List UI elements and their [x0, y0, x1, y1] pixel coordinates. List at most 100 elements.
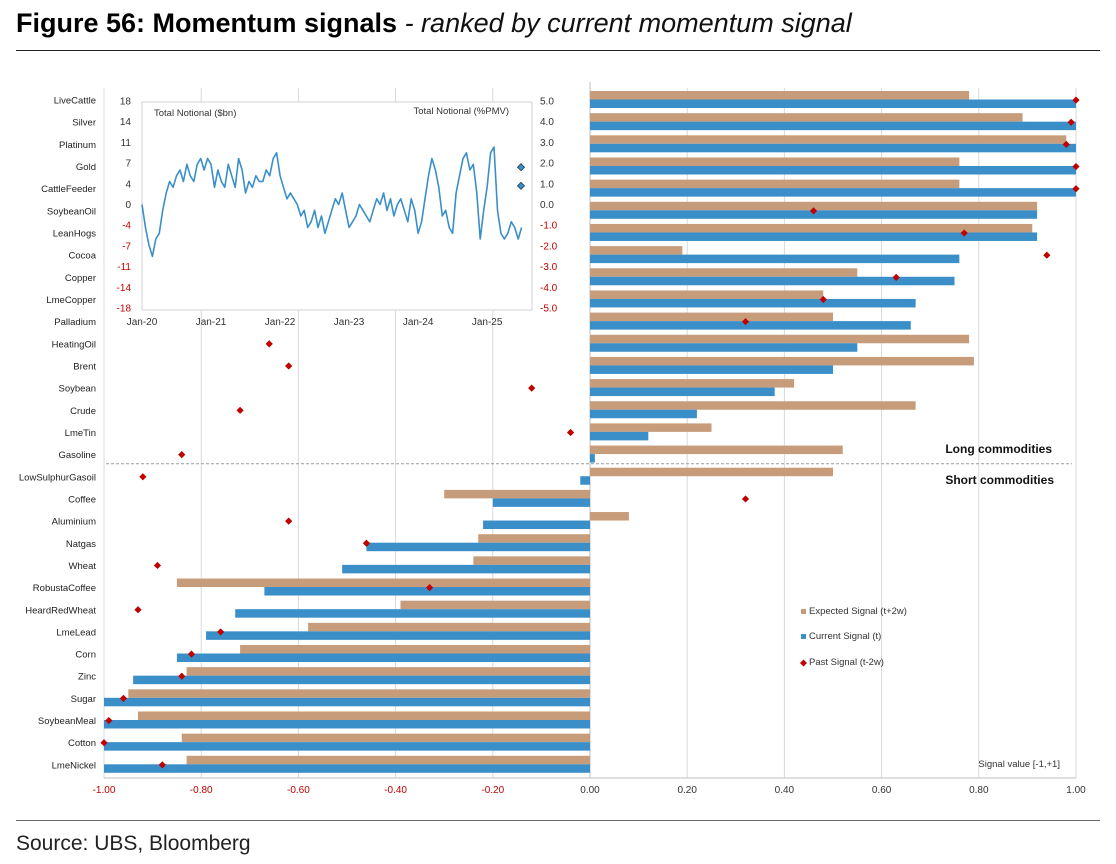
expected-signal-bar — [400, 600, 590, 610]
inset-left-tick: -4 — [122, 221, 131, 232]
category-label: LmeTin — [65, 428, 96, 439]
past-signal-marker — [960, 229, 968, 237]
inset-title-left: Total Notional ($bn) — [154, 108, 236, 119]
inset-x-tick: Jan-24 — [403, 317, 434, 328]
category-label: LiveCattle — [54, 96, 96, 107]
current-signal-bar — [492, 498, 590, 507]
past-signal-marker — [362, 539, 371, 547]
past-signal-marker — [139, 473, 147, 481]
past-signal-marker — [426, 584, 434, 592]
current-signal-bar — [590, 232, 1038, 241]
inset-right-tick: 5.0 — [540, 97, 554, 108]
inset-left-tick: -14 — [117, 283, 132, 294]
past-signal-marker — [566, 428, 575, 437]
inset-notional-line — [141, 146, 523, 258]
expected-signal-bar — [186, 667, 590, 676]
inset-right-tick: -3.0 — [540, 262, 558, 273]
x-tick-label: 0.80 — [969, 785, 989, 796]
inset-right-tick: -5.0 — [540, 304, 558, 315]
legend-swatch — [800, 659, 807, 667]
past-signal-marker — [1067, 118, 1075, 126]
expected-signal-bar — [176, 578, 590, 588]
inset-right-tick: -4.0 — [540, 283, 558, 294]
legend-label: Past Signal (t-2w) — [809, 657, 884, 668]
category-label: Cocoa — [69, 251, 97, 262]
category-label: Brent — [73, 362, 96, 373]
x-tick-label: -0.40 — [384, 785, 407, 796]
inset-x-tick: Jan-21 — [196, 317, 227, 328]
current-signal-bar — [235, 609, 590, 618]
inset-right-tick: 0.0 — [540, 200, 554, 211]
past-signal-marker — [741, 495, 750, 503]
current-signal-bar — [104, 742, 590, 751]
figure-title: Figure 56: Momentum signals - ranked by … — [16, 8, 852, 39]
current-signal-bar — [104, 764, 590, 773]
past-signal-marker — [892, 273, 900, 281]
long-commodities-label: Long commodities — [945, 442, 1052, 456]
category-label: LeanHogs — [53, 229, 97, 240]
expected-signal-bar — [590, 91, 970, 100]
inset-left-tick: 7 — [125, 159, 131, 170]
expected-signal-bar — [181, 733, 590, 743]
current-signal-bar — [590, 143, 1076, 153]
expected-signal-bar — [590, 401, 916, 410]
category-label: HeardRedWheat — [25, 605, 96, 616]
current-signal-bar — [590, 165, 1076, 175]
past-signal-marker — [178, 672, 186, 680]
category-label: Silver — [72, 118, 96, 129]
past-signal-marker — [153, 561, 162, 570]
category-label: Natgas — [66, 539, 96, 550]
inset-x-tick: Jan-20 — [127, 317, 158, 328]
current-signal-bar — [590, 99, 1076, 108]
expected-signal-bar — [308, 622, 590, 632]
inset-left-tick: 18 — [120, 97, 132, 108]
current-signal-bar — [590, 409, 697, 419]
legend-label: Expected Signal (t+2w) — [809, 606, 907, 617]
current-signal-bar — [590, 210, 1038, 219]
current-signal-bar — [590, 188, 1076, 197]
past-signal-marker — [1072, 96, 1080, 104]
expected-signal-bar — [590, 445, 843, 455]
past-signal-marker — [236, 406, 244, 414]
x-tick-label: -0.60 — [287, 785, 310, 796]
x-tick-label: 1.00 — [1066, 785, 1086, 796]
source-note: Source: UBS, Bloomberg — [16, 832, 251, 855]
inset-left-tick: 0 — [125, 200, 131, 211]
category-label: Palladium — [54, 317, 96, 328]
current-signal-bar — [104, 719, 590, 729]
past-signal-marker — [1062, 140, 1070, 148]
expected-signal-bar — [590, 201, 1038, 211]
expected-signal-bar — [186, 755, 590, 765]
current-signal-bar — [366, 542, 590, 552]
expected-signal-bar — [590, 423, 712, 432]
legend-swatch — [801, 634, 806, 639]
expected-signal-bar — [128, 689, 591, 698]
inset-right-tick: -1.0 — [540, 221, 558, 232]
category-label: Corn — [75, 650, 96, 661]
category-label: Aluminium — [52, 517, 96, 528]
expected-signal-bar — [590, 290, 824, 299]
legend-label: Current Signal (t) — [809, 631, 881, 642]
category-label: LmeNickel — [52, 760, 96, 771]
current-signal-bar — [590, 454, 595, 463]
inset-left-tick: 14 — [120, 117, 132, 128]
category-label: RobustaCoffee — [33, 583, 96, 594]
category-label: LmeLead — [56, 627, 96, 638]
expected-signal-bar — [590, 135, 1067, 144]
category-label: Crude — [70, 406, 96, 417]
category-label: CattleFeeder — [41, 184, 96, 195]
past-signal-marker — [819, 295, 827, 304]
past-signal-marker — [528, 384, 536, 392]
inset-right-tick: 1.0 — [540, 179, 554, 190]
x-tick-label: 0.40 — [775, 785, 795, 796]
category-label: Platinum — [59, 140, 96, 151]
current-signal-bar — [590, 121, 1076, 131]
x-tick-label: -0.80 — [190, 785, 213, 796]
inset-x-tick: Jan-23 — [334, 317, 365, 328]
category-label: HeatingOil — [52, 339, 96, 350]
category-label: Wheat — [69, 561, 97, 572]
short-commodities-label: Short commodities — [945, 473, 1054, 487]
inset-right-tick: 4.0 — [540, 117, 554, 128]
figure-title-main: Figure 56: Momentum signals — [16, 8, 398, 38]
expected-signal-bar — [590, 312, 833, 322]
